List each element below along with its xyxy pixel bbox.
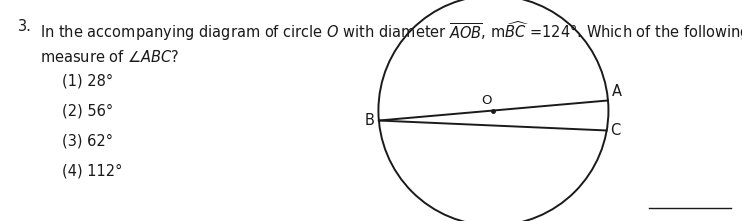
Text: (3) 62°: (3) 62°	[62, 133, 113, 148]
Text: C: C	[610, 123, 620, 138]
Text: measure of $\angle ABC$?: measure of $\angle ABC$?	[40, 49, 180, 65]
Text: (2) 56°: (2) 56°	[62, 103, 113, 118]
Text: O: O	[481, 95, 492, 107]
Text: 3.: 3.	[18, 19, 32, 34]
Text: B: B	[364, 113, 374, 128]
Text: In the accompanying diagram of circle $\it{O}$ with diameter $\overline{AOB}$, m: In the accompanying diagram of circle $\…	[40, 19, 742, 43]
Text: (1) 28°: (1) 28°	[62, 73, 113, 88]
Text: (4) 112°: (4) 112°	[62, 163, 122, 178]
Text: A: A	[611, 84, 622, 99]
